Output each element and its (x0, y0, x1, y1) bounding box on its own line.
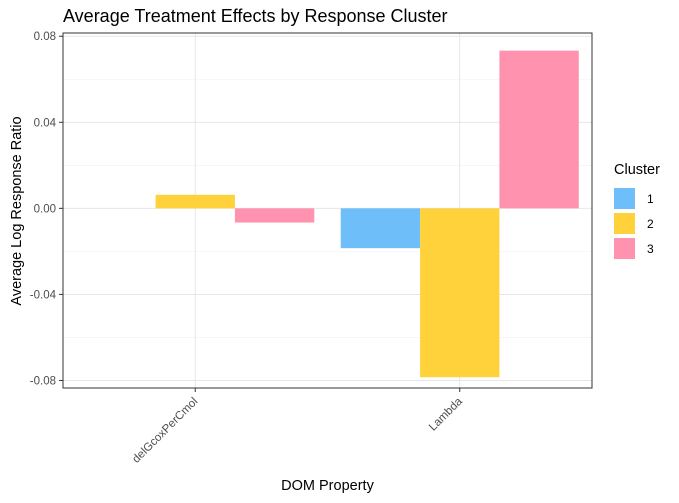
legend-label: 1 (647, 191, 654, 206)
legend-item: 1 (614, 186, 660, 211)
legend-label: 2 (647, 216, 654, 231)
y-tick-label: -0.04 (30, 289, 57, 301)
legend-item: 3 (614, 236, 660, 261)
x-tick-label: delGcoxPerCmol (130, 396, 200, 466)
legend-key (614, 188, 635, 209)
bar-series-3-Lambda (499, 50, 579, 209)
legend-item: 2 (614, 211, 660, 236)
bar-series-2-delGcoxPerCmol (155, 194, 235, 209)
y-tick-label: 0.00 (34, 203, 56, 215)
legend-key (614, 238, 635, 259)
x-tick-label: Lambda (427, 395, 465, 433)
y-tick-label: 0.08 (34, 31, 56, 43)
y-tick-label: 0.04 (34, 117, 57, 129)
bar-series-3-delGcoxPerCmol (234, 208, 315, 223)
legend-label: 3 (647, 241, 654, 256)
chart-title: Average Treatment Effects by Response Cl… (63, 6, 448, 26)
panel-border (62, 32, 593, 389)
x-axis-label: DOM Property (281, 478, 374, 494)
legend-key (614, 213, 635, 234)
bar-series-1-Lambda (340, 208, 421, 249)
legend: Cluster 1 2 3 (614, 162, 660, 261)
bar-series-2-Lambda (420, 208, 500, 378)
y-tick-label: -0.08 (30, 375, 56, 387)
legend-title: Cluster (614, 162, 660, 178)
